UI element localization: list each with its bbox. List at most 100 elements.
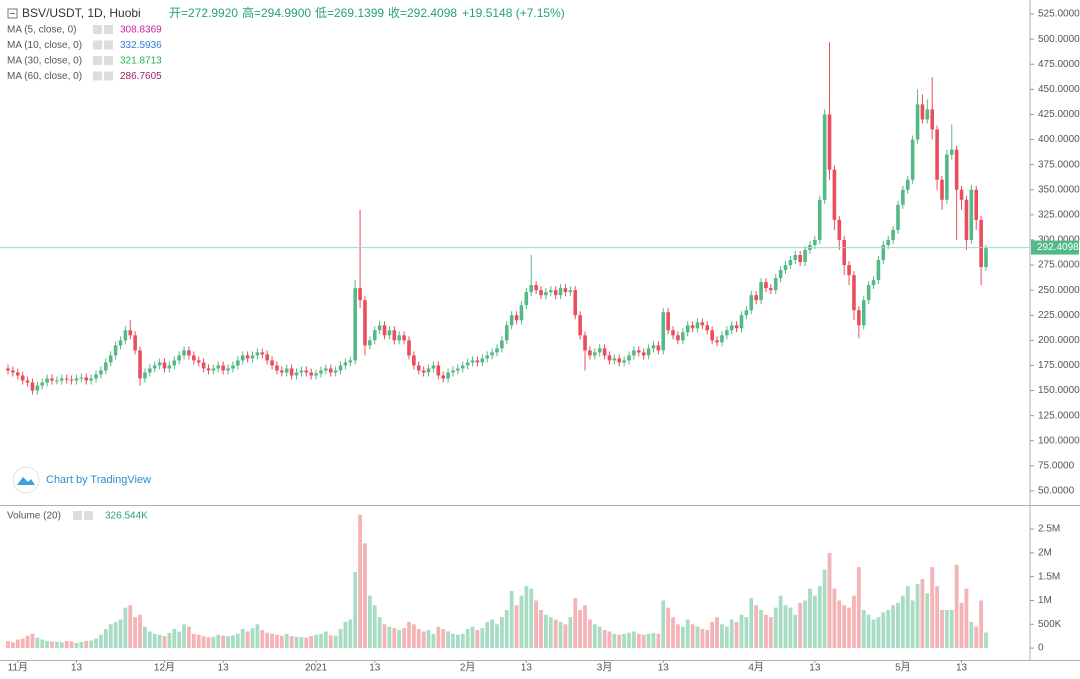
volume-bar [915,583,920,649]
volume-bar [940,610,944,649]
candle-body [661,312,666,351]
candle-body [187,350,191,356]
volume-bar [250,628,255,649]
volume-bar [764,614,768,649]
volume-bar [79,641,84,649]
candle-body [309,372,313,376]
candle-body [270,360,274,366]
candle-body [211,368,216,371]
volume-bar [812,595,817,649]
candle-body [949,149,954,155]
candle-body [910,139,915,180]
y-tick-label: 125.0000 [1038,410,1080,421]
candle-body [465,362,470,366]
candle-body [548,290,553,293]
last-price-tag [1031,240,1079,255]
volume-bar [529,588,534,649]
candle-body [143,372,147,379]
candle-body [690,325,695,329]
candle-body [783,265,788,271]
settings-button[interactable] [93,40,102,50]
tradingview-logo-mark [17,477,35,485]
volume-bar [710,621,715,649]
volume-bar [309,636,314,649]
volume-bar [641,634,646,649]
volume-bar [358,514,362,649]
indicator-value: 308.8369 [120,25,162,36]
candle-body [216,365,221,369]
volume-bar [700,629,705,649]
candle-body [328,368,333,373]
candle-body [637,350,641,353]
indicator-value: 332.5936 [120,40,162,51]
volume-bar [245,631,250,649]
watermark[interactable]: Chart by TradingView [46,474,151,486]
volume-bar [69,641,74,649]
candle-body [651,345,656,349]
volume-bar [475,630,480,649]
candle-body [646,348,651,356]
candle-body [245,355,250,359]
candle-body [568,290,573,293]
candle-body [979,219,983,268]
volume-tick-label: 1M [1038,595,1052,606]
candle-body [348,360,353,363]
remove-button[interactable] [104,25,113,34]
volume-bar [891,605,895,649]
volume-bar [343,621,348,649]
volume-bar [275,634,279,649]
candle-body [407,340,411,356]
volume-bar [455,634,460,649]
candle-body [827,114,832,170]
candle-body [715,340,719,343]
candle-body [55,380,59,382]
volume-bar [724,626,729,649]
remove-button[interactable] [104,71,113,81]
candle-body [964,199,969,240]
candle-body [240,355,245,361]
volume-bar [55,641,59,649]
volume-bar [348,619,353,649]
candle-body [896,204,900,230]
remove-button[interactable] [104,40,113,50]
volume-bar [705,630,710,649]
candle-body [123,330,128,341]
candle-body [881,244,886,261]
candle-body [192,355,196,361]
remove-button[interactable] [84,511,93,520]
remove-button[interactable] [104,56,113,65]
candle-body [45,378,49,383]
candle-body [915,104,920,140]
volume-bar [235,633,240,649]
volume-bar [861,610,866,649]
candle-body [353,288,357,361]
x-tick-label: 13 [218,663,230,674]
settings-button[interactable] [93,71,102,81]
volume-bar [827,552,832,649]
candle-body [260,352,265,355]
volume-bar [949,610,954,649]
candle-body [842,239,846,266]
settings-button[interactable] [93,56,102,65]
y-tick-label: 225.0000 [1038,310,1080,321]
candle-body [231,365,235,369]
candle-body [573,290,578,316]
y-tick-label: 200.0000 [1038,335,1080,346]
settings-button[interactable] [73,511,82,520]
volume-bar [353,571,358,649]
candle-body [280,370,284,373]
candle-body [871,280,876,286]
volume-bar [588,619,592,649]
candle-body [436,365,441,376]
volume-bar [133,617,138,649]
x-tick-label: 13 [369,663,381,674]
volume-bar [421,631,426,649]
candle-body [759,282,763,301]
volume-bar [573,598,578,649]
settings-button[interactable] [93,25,102,34]
candle-body [431,365,436,369]
indicator-name: MA (30, close, 0) [7,56,82,67]
candle-body [446,372,450,379]
volume-bar [553,619,558,649]
collapse-icon[interactable] [7,8,18,19]
